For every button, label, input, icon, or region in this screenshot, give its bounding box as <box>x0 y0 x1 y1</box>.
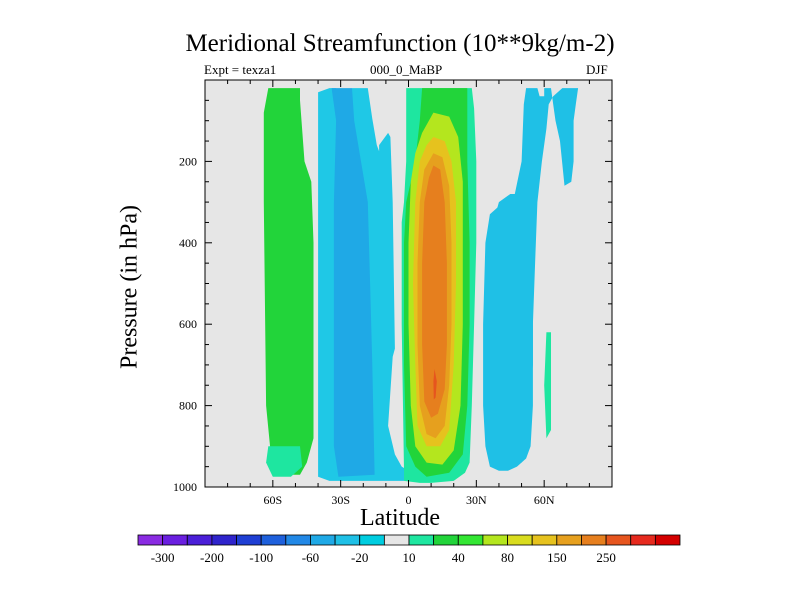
colorbar-swatch <box>186 534 213 546</box>
colorbar-swatch <box>581 534 607 546</box>
contour-region-13 <box>483 88 579 471</box>
x-tick-label: 60S <box>263 493 282 507</box>
colorbar-swatch <box>359 534 385 546</box>
colorbar-label: -300 <box>151 550 175 565</box>
colorbar-label: 10 <box>403 550 416 565</box>
y-tick-label: 400 <box>179 236 197 250</box>
colorbar-swatch <box>211 534 237 546</box>
x-tick-label: 60N <box>534 493 555 507</box>
colorbar-swatch <box>507 534 533 546</box>
colorbar-label: 40 <box>452 550 465 565</box>
x-tick-label: 30S <box>331 493 350 507</box>
contour-region-9 <box>422 165 447 418</box>
colorbar-swatch <box>310 534 336 546</box>
colorbar-swatch <box>630 534 656 546</box>
y-tick-label: 600 <box>179 317 197 331</box>
colorbar-label: -60 <box>302 550 319 565</box>
colorbar-swatch <box>408 534 435 546</box>
contour-regions <box>205 80 612 487</box>
colorbar-swatch <box>482 534 508 546</box>
colorbar-swatch <box>433 534 459 546</box>
chart-title: Meridional Streamfunction (10**9kg/m-2) <box>185 30 615 57</box>
y-axis: 200 400 600 800 1000 <box>173 99 612 494</box>
y-tick-label: 1000 <box>173 480 197 494</box>
contour-region-3 <box>266 446 303 477</box>
colorbar-swatch <box>383 534 410 546</box>
colorbar-label: -20 <box>351 550 368 565</box>
colorbar-swatch <box>605 534 632 546</box>
colorbar-swatch <box>334 534 361 546</box>
colorbar-label: 250 <box>596 550 616 565</box>
x-axis-label: Latitude <box>360 505 440 531</box>
colorbar-swatch <box>285 534 311 546</box>
colorbar-swatch <box>556 534 582 546</box>
colorbar-swatch <box>260 534 287 546</box>
x-tick-label: 0 <box>406 493 412 507</box>
contour-region-14 <box>544 332 551 439</box>
colorbar-label: -100 <box>249 550 273 565</box>
colorbar-swatch <box>236 534 262 546</box>
colorbar-label: 80 <box>501 550 514 565</box>
contour-region-2 <box>263 88 314 475</box>
contour-region-10 <box>433 369 437 400</box>
colorbar-label: 150 <box>547 550 567 565</box>
colorbar-swatch <box>137 534 164 546</box>
colorbar-label: -200 <box>200 550 224 565</box>
season-label: DJF <box>586 62 608 77</box>
experiment-label: Expt = texza1 <box>204 62 277 77</box>
x-tick-label: 30N <box>466 493 487 507</box>
y-tick-label: 200 <box>179 154 197 168</box>
contour-region-1 <box>331 88 375 477</box>
colorbar-swatch <box>654 534 681 546</box>
colorbar: -300 -200 -100 -60 -20 10 40 80 150 250 <box>137 534 681 565</box>
y-tick-label: 800 <box>179 399 197 413</box>
colorbar-swatch <box>457 534 484 546</box>
period-label: 000_0_MaBP <box>370 62 443 77</box>
colorbar-swatch <box>531 534 558 546</box>
x-axis: 60S 30S 0 30N 60N <box>204 80 613 507</box>
colorbar-swatch <box>162 534 188 546</box>
